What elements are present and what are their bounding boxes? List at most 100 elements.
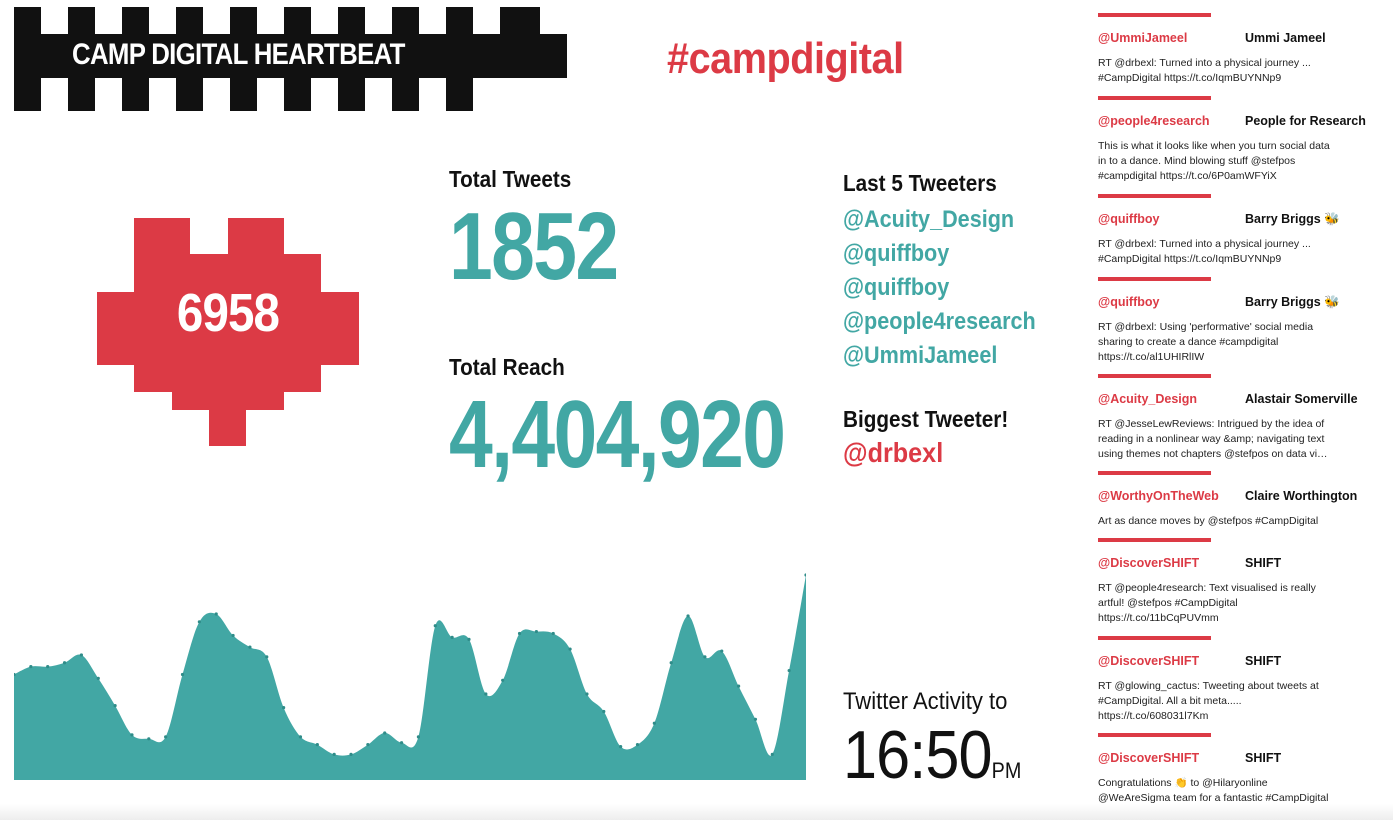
tweet-text: RT @drbexl: Turned into a physical journ…	[1098, 238, 1311, 265]
total-reach-label: Total Reach	[449, 354, 565, 380]
logo-text: CAMP DIGITAL HEARTBEAT	[72, 38, 405, 71]
activity-point	[501, 678, 505, 682]
last-tweeter-1[interactable]: @Acuity_Design	[843, 206, 1015, 233]
activity-point	[484, 692, 488, 696]
tweet-divider	[1098, 538, 1211, 542]
activity-time: 16:50PM	[843, 716, 1021, 794]
activity-point	[366, 743, 370, 747]
activity-time-suffix: PM	[991, 758, 1022, 783]
tweet-header: @quiffboy Barry Briggs 🐝	[1098, 295, 1340, 311]
activity-label: Twitter Activity to	[843, 688, 1008, 715]
tweet-text: This is what it looks like when you turn…	[1098, 140, 1330, 182]
activity-point	[265, 655, 269, 659]
tweet-divider	[1098, 96, 1211, 100]
activity-point	[450, 635, 454, 639]
activity-point	[619, 745, 623, 749]
tweet-author-name: SHIFT	[1245, 751, 1282, 765]
tweet-handle[interactable]: @Acuity_Design	[1098, 392, 1198, 406]
tweet-text: RT @drbexl: Turned into a physical journ…	[1098, 57, 1311, 84]
tweet-text: Art as dance moves by @stefpos #CampDigi…	[1098, 515, 1319, 527]
activity-point	[568, 647, 572, 651]
activity-point	[164, 735, 168, 739]
tweet-item[interactable]: @UmmiJameel Ummi Jameel RT @drbexl: Turned…	[1094, 13, 1330, 86]
activity-point	[804, 573, 806, 577]
activity-point	[669, 661, 673, 665]
last-tweeter-4[interactable]: @people4research	[843, 308, 1036, 335]
tweet-divider	[1098, 471, 1211, 475]
last-tweeter-5[interactable]: @UmmiJameel	[843, 342, 998, 369]
activity-point	[214, 612, 218, 616]
tweet-handle[interactable]: @DiscoverSHIFT	[1098, 751, 1200, 765]
activity-point	[585, 692, 589, 696]
tweet-handle[interactable]: @quiffboy	[1098, 212, 1160, 226]
activity-point	[517, 631, 522, 636]
tweet-text: Congratulations 👏 to @Hilaryonline @WeAr…	[1098, 777, 1329, 804]
activity-point	[14, 672, 16, 677]
tweet-divider	[1098, 733, 1211, 737]
tweet-item[interactable]: @WorthyOnTheWeb Claire Worthington Art as …	[1094, 471, 1357, 529]
activity-point	[29, 665, 33, 669]
activity-point	[147, 737, 151, 741]
tweet-text: RT @drbexl: Using 'performative' social …	[1098, 321, 1314, 363]
tweet-text: RT @people4research: Text visualised is …	[1098, 582, 1316, 624]
activity-point	[399, 741, 404, 745]
activity-point	[298, 735, 303, 739]
activity-point	[433, 624, 437, 628]
tweet-header: @WorthyOnTheWeb Claire Worthington	[1098, 489, 1357, 505]
activity-point	[383, 731, 387, 735]
tweet-handle[interactable]: @WorthyOnTheWeb	[1098, 489, 1219, 503]
activity-point	[602, 709, 606, 714]
tweet-item[interactable]: @DiscoverSHIFT SHIFT RT @people4research: …	[1094, 538, 1330, 626]
tweet-item[interactable]: @quiffboy Barry Briggs 🐝 RT @drbexl: Using…	[1094, 277, 1340, 365]
tweet-author-name: Barry Briggs 🐝	[1245, 295, 1340, 309]
camp-digital-logo	[14, 7, 567, 111]
activity-point	[534, 629, 538, 634]
tweet-divider	[1098, 194, 1211, 198]
heart-shape	[97, 218, 359, 446]
tweet-item[interactable]: @quiffboy Barry Briggs 🐝 RT @drbexl: Turne…	[1094, 194, 1340, 267]
activity-point	[332, 752, 336, 756]
activity-point	[282, 706, 286, 710]
activity-point	[551, 631, 555, 636]
last-tweeters-title: Last 5 Tweeters	[843, 170, 997, 196]
activity-point	[79, 653, 84, 657]
tweet-handle[interactable]: @DiscoverSHIFT	[1098, 556, 1200, 570]
tweet-handle[interactable]: @UmmiJameel	[1098, 31, 1188, 45]
tweet-header: @UmmiJameel Ummi Jameel	[1098, 31, 1330, 47]
tweet-author-name: SHIFT	[1245, 556, 1282, 570]
activity-point	[787, 668, 791, 673]
tweet-divider	[1098, 277, 1211, 281]
tweet-author-name: Alastair Somerville	[1245, 392, 1358, 406]
total-tweets-value: 1852	[449, 193, 619, 300]
total-reach-value: 4,404,920	[449, 381, 786, 488]
biggest-tweeter-title: Biggest Tweeter!	[843, 406, 1009, 432]
biggest-tweeter-handle[interactable]: @drbexl	[843, 437, 944, 468]
tweet-text: RT @JesseLewReviews: Intrigued by the id…	[1098, 418, 1328, 460]
tweet-handle[interactable]: @DiscoverSHIFT	[1098, 654, 1200, 668]
tweet-item[interactable]: @people4research People for Research This …	[1094, 96, 1366, 184]
activity-point	[62, 661, 67, 665]
tweet-author-name: People for Research	[1245, 114, 1366, 128]
activity-area	[14, 575, 806, 780]
activity-point	[720, 649, 724, 653]
tweet-header: @DiscoverSHIFT SHIFT	[1098, 751, 1330, 767]
activity-point	[467, 637, 471, 641]
hashtag-title: #campdigital	[667, 34, 904, 83]
tweet-author-name: Barry Briggs 🐝	[1245, 212, 1340, 226]
tweet-item[interactable]: @DiscoverSHIFT SHIFT Congratulations 👏 to …	[1094, 733, 1330, 806]
tweet-text: RT @glowing_cactus: Tweeting about tweet…	[1098, 680, 1319, 722]
tweet-feed: @UmmiJameel Ummi Jameel RT @drbexl: Turned…	[1094, 0, 1389, 820]
tweet-item[interactable]: @Acuity_Design Alastair Somerville RT @Jes…	[1094, 374, 1358, 462]
activity-point	[635, 743, 640, 747]
activity-point	[652, 721, 656, 725]
tweet-handle[interactable]: @people4research	[1098, 114, 1210, 128]
heart-icon	[97, 218, 359, 446]
heart-count: 6958	[176, 283, 280, 343]
tweet-handle[interactable]: @quiffboy	[1098, 295, 1160, 309]
tweet-header: @Acuity_Design Alastair Somerville	[1098, 392, 1358, 408]
tweet-item[interactable]: @DiscoverSHIFT SHIFT RT @glowing_cactus: T…	[1094, 636, 1330, 724]
tweet-author-name: SHIFT	[1245, 654, 1282, 668]
last-tweeter-2[interactable]: @quiffboy	[843, 240, 950, 267]
activity-point	[686, 614, 690, 618]
last-tweeter-3[interactable]: @quiffboy	[843, 274, 950, 301]
